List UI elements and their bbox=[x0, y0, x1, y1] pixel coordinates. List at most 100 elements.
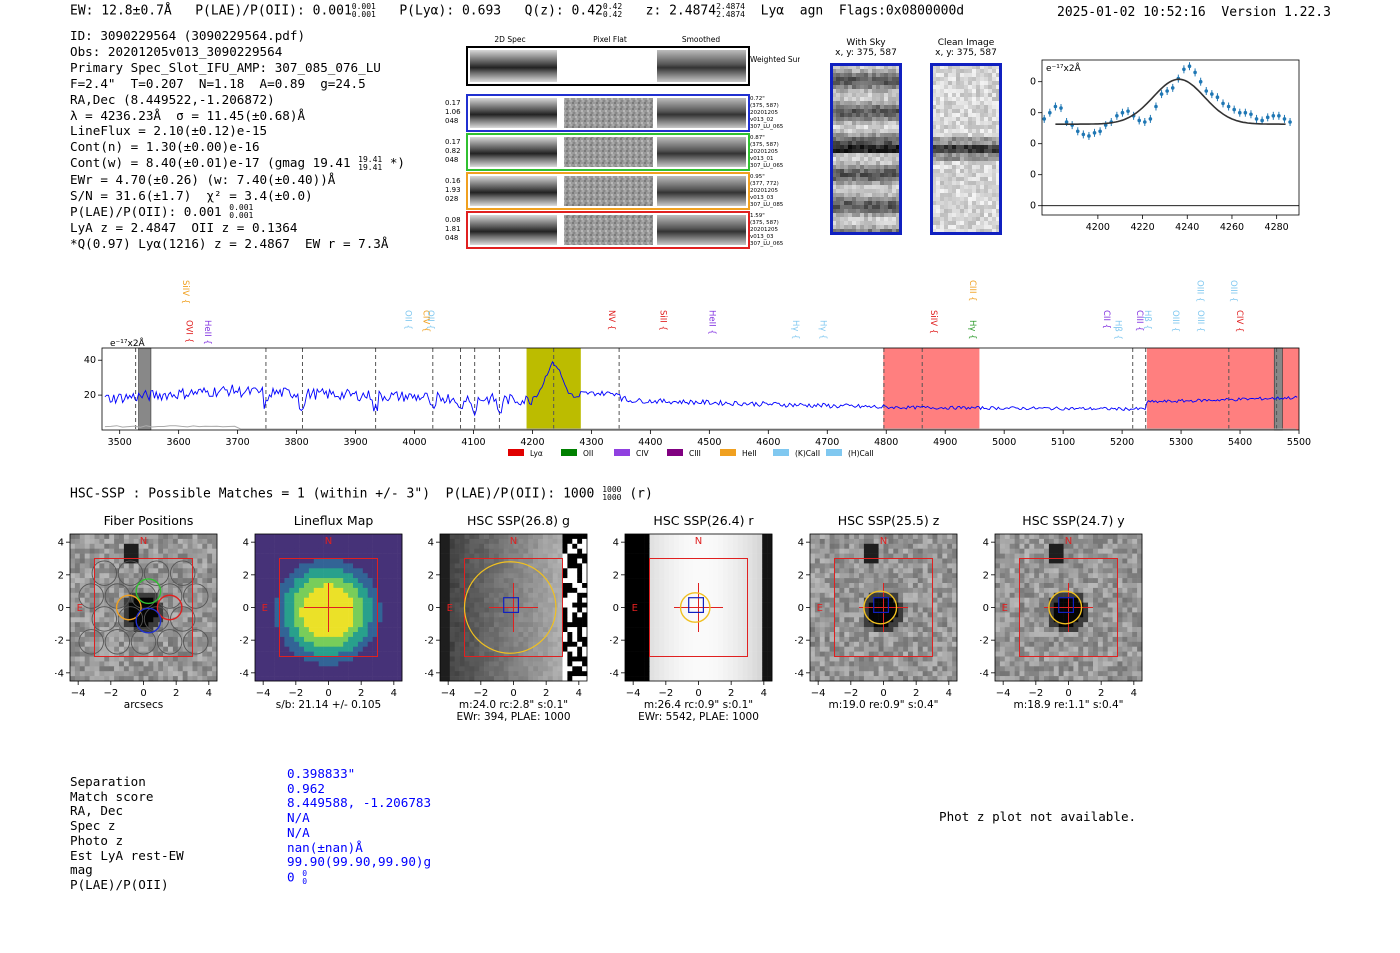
cutout-pixel bbox=[328, 641, 334, 647]
cutout-pixel bbox=[163, 666, 169, 672]
cutout-pixel bbox=[533, 612, 539, 618]
cutout-pixel bbox=[489, 661, 495, 667]
cutout-pixel bbox=[474, 548, 480, 554]
cutout-pixel bbox=[449, 661, 455, 667]
cutout-pixel bbox=[387, 641, 393, 647]
cutout-pixel bbox=[440, 534, 446, 540]
cutout-pixel bbox=[629, 583, 636, 589]
cutout-pixel bbox=[187, 548, 193, 554]
cutout-pixel bbox=[562, 543, 568, 549]
cutout-pixel bbox=[988, 89, 992, 93]
cutout-pixel bbox=[192, 632, 198, 638]
cutout-pixel bbox=[464, 666, 470, 672]
cutout-pixel bbox=[503, 607, 509, 613]
cutout-pixel bbox=[988, 101, 992, 105]
cutout-pixel bbox=[264, 622, 270, 628]
cutout-pixel bbox=[353, 602, 359, 608]
cutout-pixel bbox=[996, 149, 1000, 153]
cutout-pixel bbox=[318, 558, 324, 564]
cutout-pixel bbox=[996, 89, 1000, 93]
cutout-pixel bbox=[872, 109, 876, 113]
cutout-pixel bbox=[84, 676, 90, 682]
cutout-pixel bbox=[255, 627, 261, 633]
cutout-pixel bbox=[659, 573, 665, 579]
cutout-pixel bbox=[158, 627, 164, 633]
cutout-pixel bbox=[856, 185, 860, 189]
cutout-pixel bbox=[518, 646, 524, 652]
cutout-pixel bbox=[976, 169, 980, 173]
cutout-pixel bbox=[172, 563, 179, 569]
cutout-pixel bbox=[264, 676, 270, 682]
fiber-circle bbox=[104, 629, 131, 655]
cutout-pixel bbox=[313, 622, 319, 628]
cutout-pixel bbox=[582, 676, 588, 682]
cutout-pixel bbox=[840, 197, 844, 201]
cutout-pixel bbox=[936, 85, 940, 89]
cutout-pixel bbox=[387, 632, 393, 638]
cutout-pixel bbox=[484, 578, 490, 584]
cutout-pixel bbox=[99, 597, 105, 603]
cutout-pixel bbox=[377, 602, 383, 608]
cutout-pixel bbox=[202, 534, 208, 540]
cutout-pixel bbox=[89, 661, 95, 667]
cutout-pixel bbox=[284, 666, 290, 672]
cutout-pixel bbox=[212, 641, 218, 647]
cutout-pixel bbox=[284, 597, 290, 603]
cutout-pixel bbox=[888, 181, 892, 185]
cutout-pixel bbox=[372, 538, 378, 545]
cutout-pixel bbox=[552, 587, 558, 594]
fit-data-point bbox=[1148, 117, 1153, 121]
cutout-pixel bbox=[299, 651, 305, 657]
cutout-pixel bbox=[840, 65, 844, 69]
cutout-pixel bbox=[984, 97, 988, 101]
cutout-pixel bbox=[884, 129, 888, 133]
compass-north: N bbox=[140, 536, 147, 547]
cutout-pixel bbox=[338, 587, 344, 594]
cutout-pixel bbox=[848, 125, 852, 129]
cutout-pixel bbox=[872, 169, 876, 173]
cutout-pixel bbox=[299, 607, 305, 613]
cutout-pixel bbox=[868, 169, 872, 173]
cutout-pixel bbox=[884, 97, 888, 101]
cutout-pixel bbox=[896, 105, 900, 109]
cutout-pixel bbox=[143, 641, 149, 647]
cutout-pixel bbox=[572, 563, 578, 569]
cutout-pixel bbox=[523, 636, 529, 643]
cutout-pixel bbox=[836, 169, 840, 173]
cutout-pixel bbox=[177, 671, 183, 677]
cutout-pixel bbox=[367, 641, 373, 647]
cutout-pixel bbox=[996, 145, 1000, 149]
cutout-pixel bbox=[274, 553, 280, 559]
cutout-pixel bbox=[508, 553, 514, 559]
cutout-pixel bbox=[582, 583, 588, 589]
cutout-pixel bbox=[860, 145, 864, 149]
cutout-pixel bbox=[284, 612, 290, 618]
cutout-pixel bbox=[148, 592, 154, 598]
cutout-pixel bbox=[727, 548, 734, 554]
cutout-pixel bbox=[323, 612, 329, 618]
cutout-pixel bbox=[944, 161, 948, 165]
cutout-pixel bbox=[212, 578, 218, 584]
cutout-pixel bbox=[972, 229, 976, 233]
info-id: ID: 3090229564 (3090229564.pdf) bbox=[70, 28, 306, 43]
cutout-pixel bbox=[948, 89, 952, 93]
cutout-pixel bbox=[299, 583, 305, 589]
cutout-pixel bbox=[567, 651, 573, 657]
cutout-pixel bbox=[557, 676, 563, 682]
info-cont-w-sup-hi: 19.41 bbox=[358, 154, 383, 164]
cutout-pixel bbox=[338, 563, 344, 569]
cutout-pixel bbox=[264, 656, 270, 662]
cutout-pixel bbox=[99, 534, 105, 540]
cutout-y-tick-label: 4 bbox=[243, 538, 249, 549]
cutout-pixel bbox=[547, 636, 553, 643]
cutout-pixel bbox=[484, 617, 490, 623]
cutout-pixel bbox=[459, 617, 465, 623]
cutout-pixel bbox=[74, 646, 81, 652]
cutout-pixel bbox=[114, 543, 120, 549]
cutout-pixel bbox=[552, 538, 558, 545]
header-plae-sup-hi: 0.001 bbox=[351, 2, 376, 11]
cutout-pixel bbox=[523, 583, 529, 589]
cutout-pixel bbox=[960, 153, 964, 157]
cutout-pixel bbox=[158, 573, 164, 579]
cutout-pixel bbox=[299, 568, 305, 574]
